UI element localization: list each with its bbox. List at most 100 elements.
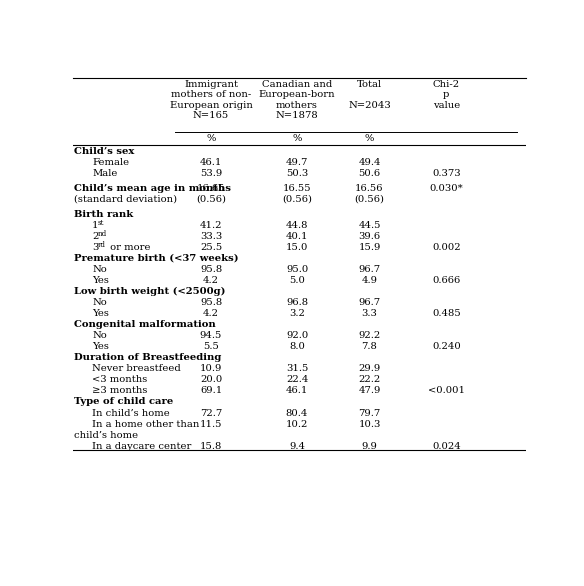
Text: 25.5: 25.5 xyxy=(200,243,222,251)
Text: 96.8: 96.8 xyxy=(286,298,308,307)
Text: Female: Female xyxy=(92,158,129,167)
Text: 79.7: 79.7 xyxy=(359,408,381,417)
Text: 3.3: 3.3 xyxy=(361,309,377,318)
Text: 50.6: 50.6 xyxy=(359,169,381,178)
Text: %: % xyxy=(206,134,215,143)
Text: 3: 3 xyxy=(92,243,98,251)
Text: Low birth weight (<2500g): Low birth weight (<2500g) xyxy=(74,287,226,296)
Text: 96.7: 96.7 xyxy=(359,298,381,307)
Text: Chi-2
p
value: Chi-2 p value xyxy=(433,80,460,110)
Text: ≥3 months: ≥3 months xyxy=(92,386,147,396)
Text: 9.9: 9.9 xyxy=(361,442,377,451)
Text: 0.030*: 0.030* xyxy=(429,184,463,193)
Text: <3 months: <3 months xyxy=(92,376,147,384)
Text: 5.0: 5.0 xyxy=(289,276,305,285)
Text: 33.3: 33.3 xyxy=(200,231,222,241)
Text: 92.0: 92.0 xyxy=(286,331,308,340)
Text: 5.5: 5.5 xyxy=(203,342,219,351)
Text: 72.7: 72.7 xyxy=(200,408,222,417)
Text: 22.2: 22.2 xyxy=(359,376,381,384)
Text: 49.7: 49.7 xyxy=(286,158,308,167)
Text: 53.9: 53.9 xyxy=(200,169,222,178)
Text: 4.2: 4.2 xyxy=(203,276,219,285)
Text: Congenital malformation: Congenital malformation xyxy=(74,320,216,329)
Text: 10.2: 10.2 xyxy=(286,420,308,428)
Text: In a home other than: In a home other than xyxy=(92,420,199,428)
Text: 41.2: 41.2 xyxy=(200,220,223,230)
Text: Yes: Yes xyxy=(92,276,109,285)
Text: 8.0: 8.0 xyxy=(289,342,305,351)
Text: 47.9: 47.9 xyxy=(358,386,381,396)
Text: 40.1: 40.1 xyxy=(286,231,308,241)
Text: No: No xyxy=(92,265,107,274)
Text: 22.4: 22.4 xyxy=(286,376,308,384)
Text: No: No xyxy=(92,298,107,307)
Text: Child’s mean age in months: Child’s mean age in months xyxy=(74,184,231,193)
Text: 4.9: 4.9 xyxy=(361,276,377,285)
Text: 10.9: 10.9 xyxy=(200,364,223,373)
Text: Duration of Breastfeeding: Duration of Breastfeeding xyxy=(74,353,222,362)
Text: 95.8: 95.8 xyxy=(200,265,222,274)
Text: 46.1: 46.1 xyxy=(286,386,308,396)
Text: 69.1: 69.1 xyxy=(200,386,222,396)
Text: In child’s home: In child’s home xyxy=(92,408,170,417)
Text: 15.9: 15.9 xyxy=(358,243,381,251)
Text: 31.5: 31.5 xyxy=(286,364,308,373)
Text: or more: or more xyxy=(107,243,151,251)
Text: 39.6: 39.6 xyxy=(359,231,381,241)
Text: 94.5: 94.5 xyxy=(200,331,223,340)
Text: 0.666: 0.666 xyxy=(432,276,461,285)
Text: st: st xyxy=(98,219,105,227)
Text: No: No xyxy=(92,331,107,340)
Text: 20.0: 20.0 xyxy=(200,376,222,384)
Text: 11.5: 11.5 xyxy=(200,420,223,428)
Text: Canadian and
European-born
mothers
N=1878: Canadian and European-born mothers N=187… xyxy=(259,80,335,120)
Text: 29.9: 29.9 xyxy=(359,364,381,373)
Text: Never breastfeed: Never breastfeed xyxy=(92,364,181,373)
Text: 49.4: 49.4 xyxy=(358,158,381,167)
Text: 96.7: 96.7 xyxy=(359,265,381,274)
Text: 16.56: 16.56 xyxy=(355,184,384,193)
Text: 2: 2 xyxy=(92,231,98,241)
Text: <0.001: <0.001 xyxy=(428,386,465,396)
Text: (0.56): (0.56) xyxy=(282,195,312,204)
Text: 15.8: 15.8 xyxy=(200,442,223,451)
Text: 1: 1 xyxy=(92,220,99,230)
Text: 50.3: 50.3 xyxy=(286,169,308,178)
Text: Birth rank: Birth rank xyxy=(74,210,134,219)
Text: (standard deviation): (standard deviation) xyxy=(74,195,178,204)
Text: Male: Male xyxy=(92,169,117,178)
Text: 95.0: 95.0 xyxy=(286,265,308,274)
Text: (0.56): (0.56) xyxy=(196,195,226,204)
Text: 0.024: 0.024 xyxy=(432,442,461,451)
Text: 80.4: 80.4 xyxy=(286,408,308,417)
Text: 3.2: 3.2 xyxy=(289,309,305,318)
Text: rd: rd xyxy=(98,241,106,249)
Text: Immigrant
mothers of non-
European origin
N=165: Immigrant mothers of non- European origi… xyxy=(169,80,252,120)
Text: 46.1: 46.1 xyxy=(200,158,223,167)
Text: 9.4: 9.4 xyxy=(289,442,305,451)
Text: 0.240: 0.240 xyxy=(432,342,461,351)
Text: 4.2: 4.2 xyxy=(203,309,219,318)
Text: 15.0: 15.0 xyxy=(286,243,308,251)
Text: child’s home: child’s home xyxy=(74,431,138,440)
Text: 92.2: 92.2 xyxy=(359,331,381,340)
Text: Total
 
N=2043: Total N=2043 xyxy=(348,80,391,110)
Text: Yes: Yes xyxy=(92,309,109,318)
Text: 7.8: 7.8 xyxy=(361,342,377,351)
Text: 44.5: 44.5 xyxy=(358,220,381,230)
Text: 10.3: 10.3 xyxy=(358,420,381,428)
Text: (0.56): (0.56) xyxy=(354,195,384,204)
Text: 44.8: 44.8 xyxy=(286,220,308,230)
Text: 0.373: 0.373 xyxy=(432,169,461,178)
Text: 0.002: 0.002 xyxy=(432,243,461,251)
Text: Type of child care: Type of child care xyxy=(74,397,173,407)
Text: %: % xyxy=(365,134,374,143)
Text: In a daycare center: In a daycare center xyxy=(92,442,192,451)
Text: %: % xyxy=(293,134,302,143)
Text: Yes: Yes xyxy=(92,342,109,351)
Text: 95.8: 95.8 xyxy=(200,298,222,307)
Text: Premature birth (<37 weeks): Premature birth (<37 weeks) xyxy=(74,254,239,263)
Text: 16.65: 16.65 xyxy=(197,184,225,193)
Text: 16.55: 16.55 xyxy=(283,184,311,193)
